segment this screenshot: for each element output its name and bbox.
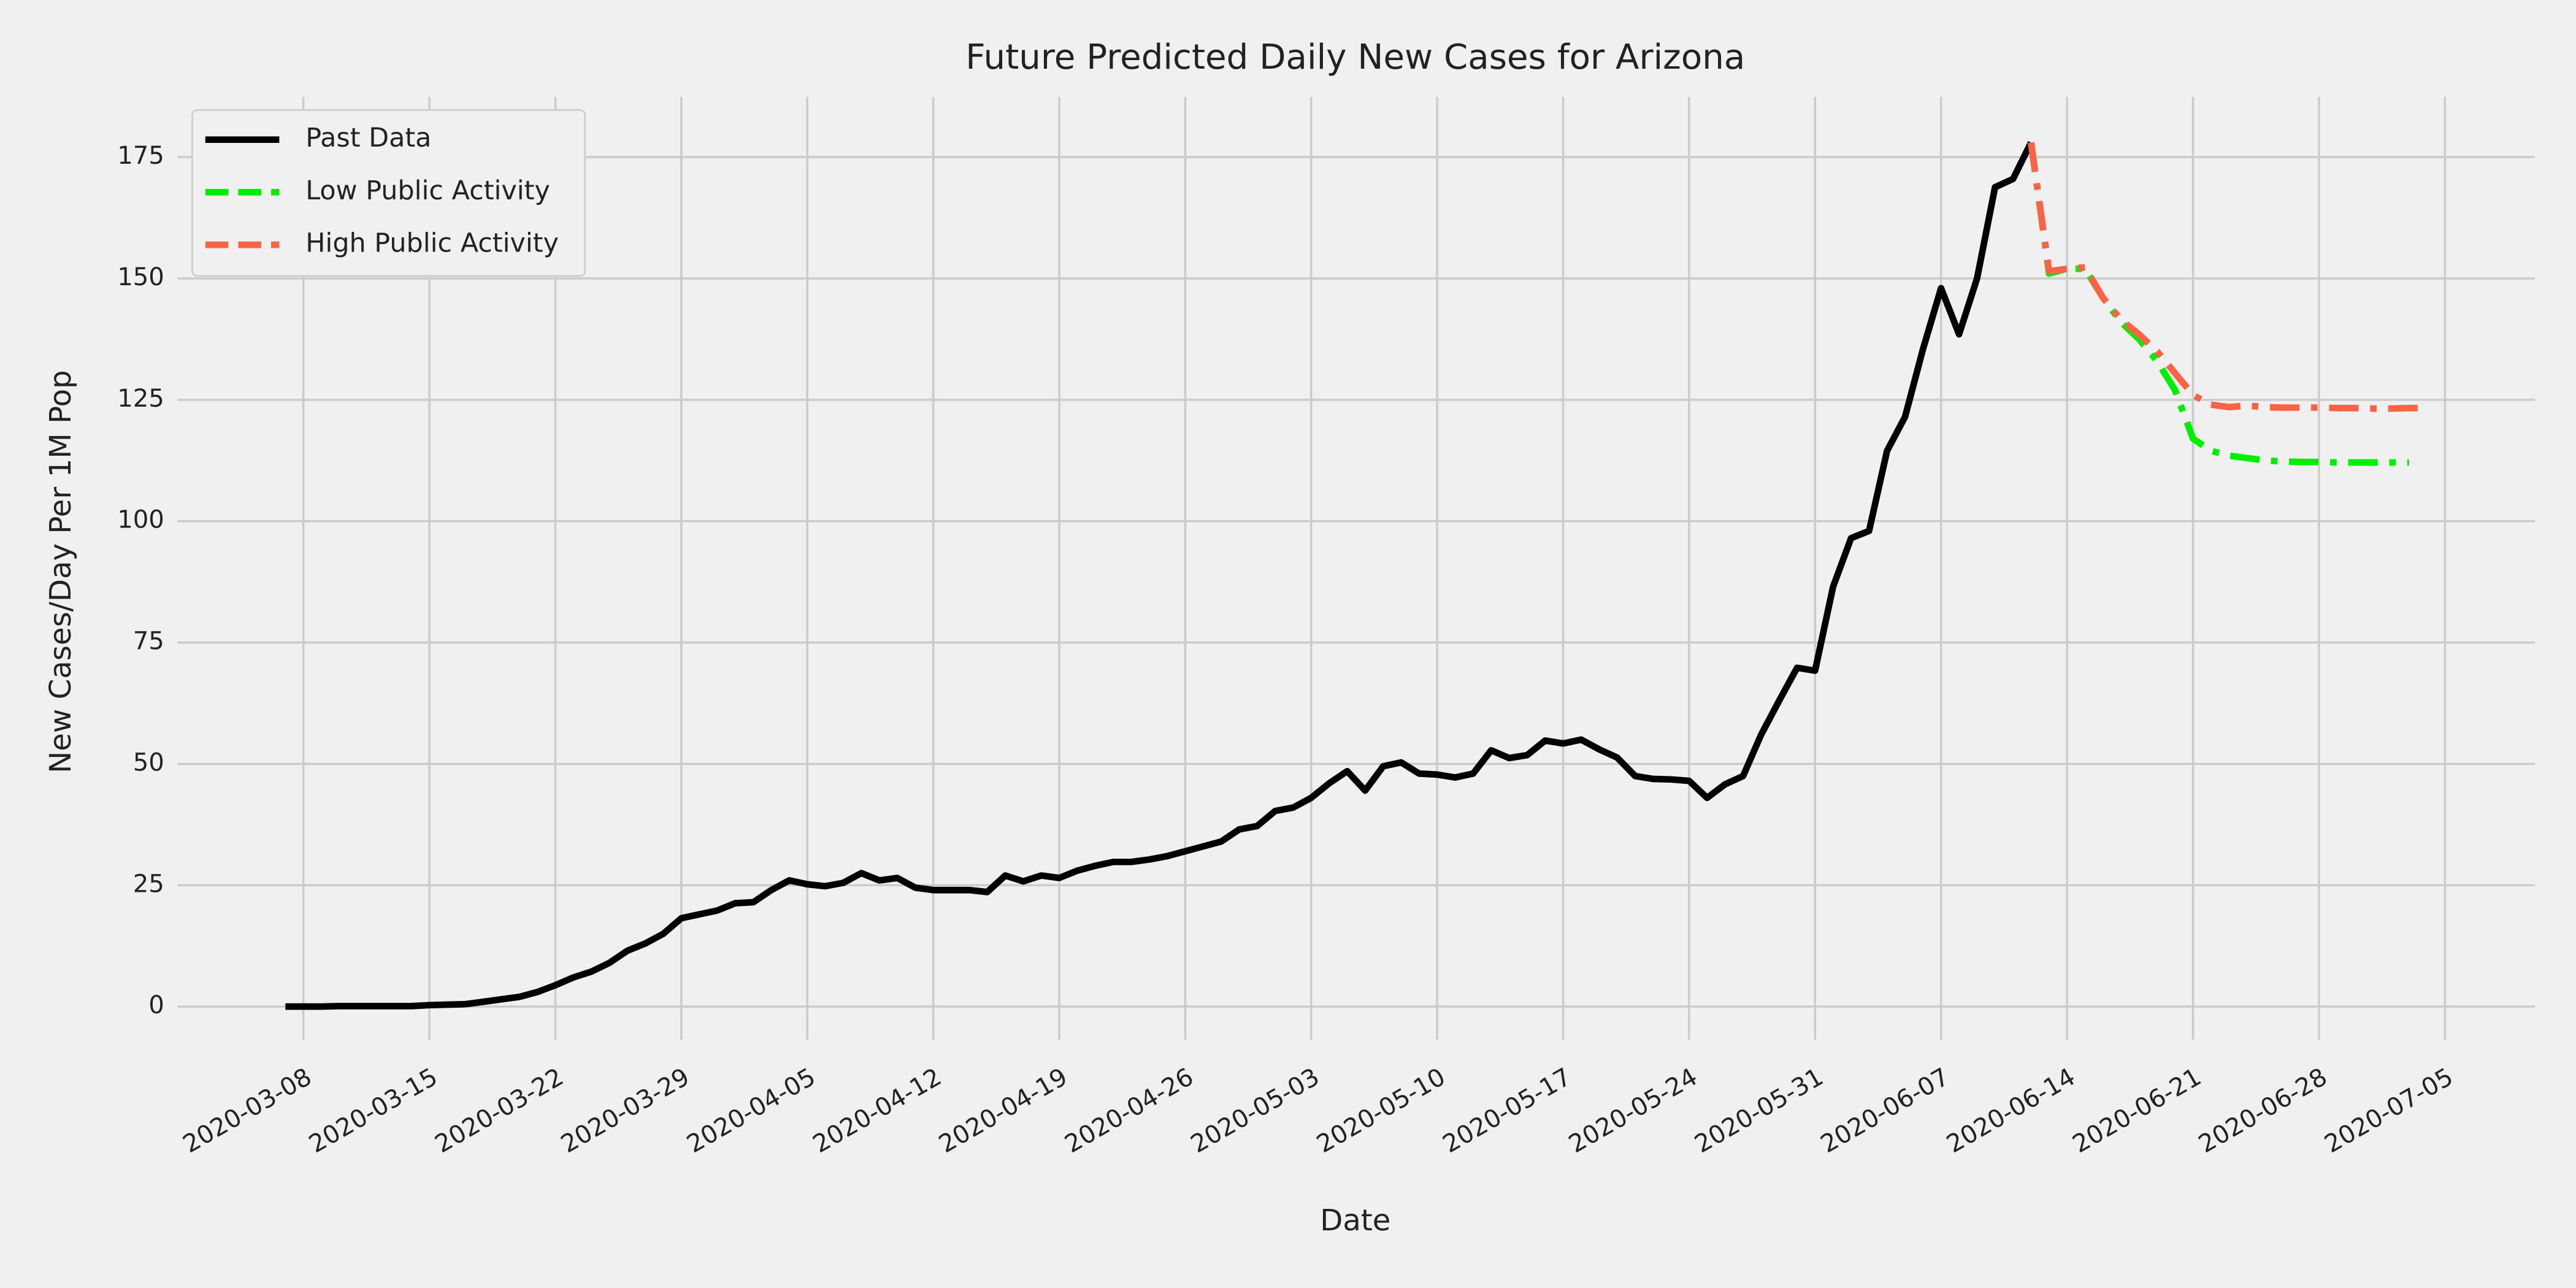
legend-label: High Public Activity: [305, 228, 559, 259]
legend-label: Low Public Activity: [305, 175, 550, 206]
y-tick-label: 125: [117, 385, 164, 413]
legend: Past Data Low Public Activity High Public …: [191, 109, 586, 277]
data-line: [285, 141, 2034, 1010]
y-tick-label: 175: [117, 142, 164, 170]
y-tick-label: 50: [133, 748, 164, 776]
y-axis-label: New Cases/Day Per 1M Pop: [44, 370, 78, 773]
data-line: [2028, 142, 2427, 412]
plot-lines: [285, 141, 2427, 1010]
y-tick-label: 100: [117, 506, 164, 534]
chart-title: Future Predicted Daily New Cases for Ari…: [965, 37, 1745, 77]
y-tick-label: 0: [148, 991, 164, 1019]
y-tick-label: 150: [117, 263, 164, 291]
legend-box: [191, 109, 586, 277]
y-tick-label: 25: [133, 870, 164, 898]
y-tick-label: 75: [133, 627, 164, 656]
x-axis-label: Date: [1320, 1203, 1390, 1238]
legend-label: Past Data: [305, 123, 431, 153]
